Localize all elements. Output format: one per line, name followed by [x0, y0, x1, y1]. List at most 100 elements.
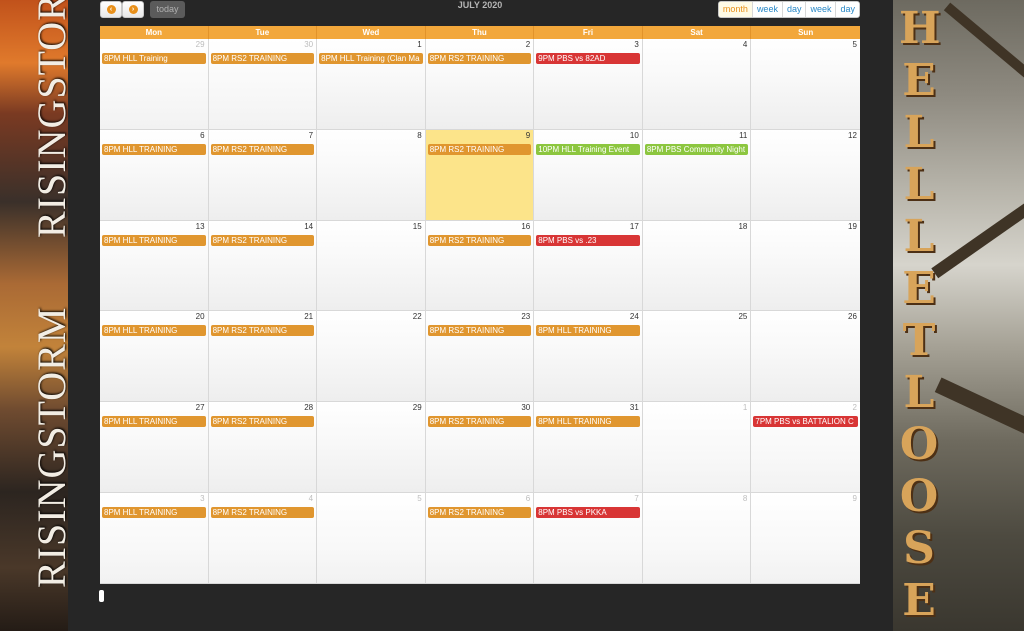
day-number: 2: [525, 40, 531, 49]
day-cell[interactable]: 5: [317, 492, 426, 584]
weekday-thu: Thu: [426, 26, 535, 39]
day-cell[interactable]: 8: [317, 129, 426, 221]
view-month-button[interactable]: month: [718, 2, 752, 17]
day-cell[interactable]: 2 8PM RS2 TRAINING: [425, 39, 535, 130]
day-number: 8: [417, 130, 422, 140]
day-cell[interactable]: 30 8PM RS2 TRAINING: [208, 39, 318, 130]
day-cell[interactable]: 20 8PM HLL TRAINING: [100, 311, 209, 403]
calendar-event[interactable]: 7PM PBS vs BATTALION C: [753, 416, 858, 428]
day-cell[interactable]: 31 8PM HLL TRAINING: [534, 402, 643, 493]
calendar-event[interactable]: 8PM RS2 TRAINING: [210, 325, 315, 337]
calendar-event[interactable]: 8PM PBS vs PKKA: [536, 506, 640, 518]
day-cell[interactable]: 2 7PM PBS vs BATTALION C: [751, 402, 860, 493]
banner-letter: O: [899, 471, 939, 522]
day-cell[interactable]: 7 8PM PBS vs PKKA: [534, 492, 643, 584]
day-number: 7: [634, 493, 639, 503]
day-cell[interactable]: 26: [751, 311, 860, 403]
calendar-event[interactable]: 8PM RS2 TRAINING: [427, 53, 532, 64]
day-cell[interactable]: 11 8PM PBS Community Night: [642, 129, 752, 221]
prev-month-button[interactable]: ‹: [100, 1, 122, 18]
banner-beam: [934, 377, 1024, 439]
day-cell[interactable]: 10 10PM HLL Training Event: [534, 129, 643, 221]
day-cell[interactable]: 8: [642, 492, 752, 584]
calendar-event[interactable]: 8PM RS2 TRAINING: [427, 234, 532, 246]
day-cell[interactable]: 16 8PM RS2 TRAINING: [425, 220, 535, 312]
view-week-button[interactable]: week: [751, 2, 782, 17]
day-cell[interactable]: 27 8PM HLL TRAINING: [100, 402, 209, 493]
weekday-tue: Tue: [209, 26, 318, 39]
calendar-event[interactable]: 8PM RS2 TRAINING: [210, 416, 315, 428]
calendar-event[interactable]: 8PM PBS Community Night: [644, 143, 749, 155]
view-day-button[interactable]: day: [835, 2, 859, 17]
calendar-event[interactable]: 8PM HLL TRAINING: [536, 325, 640, 337]
day-cell[interactable]: 4: [642, 39, 752, 130]
day-cell[interactable]: 1 8PM HLL Training (Clan Ma: [317, 39, 426, 130]
calendar-event[interactable]: 8PM RS2 TRAINING: [427, 506, 532, 518]
banner-letter: O: [899, 419, 939, 470]
day-cell[interactable]: 15: [317, 220, 426, 312]
view-switcher: month week day week day: [717, 1, 860, 18]
view-day-button[interactable]: day: [781, 2, 806, 17]
calendar-event[interactable]: 8PM HLL Training (Clan Ma: [319, 53, 423, 64]
calendar-event[interactable]: 8PM HLL TRAINING: [536, 416, 640, 428]
day-cell[interactable]: 23 8PM RS2 TRAINING: [425, 311, 535, 403]
day-cell[interactable]: 6 8PM RS2 TRAINING: [425, 492, 535, 584]
day-cell[interactable]: 4 8PM RS2 TRAINING: [208, 492, 318, 584]
day-number: 26: [848, 312, 857, 322]
day-cell[interactable]: 6 8PM HLL TRAINING: [100, 129, 209, 221]
day-number: 25: [738, 312, 748, 322]
day-cell[interactable]: 5: [751, 39, 860, 130]
day-cell[interactable]: 12: [751, 129, 860, 221]
next-month-button[interactable]: ›: [122, 1, 144, 18]
day-cell[interactable]: 3 9PM PBS vs 82AD: [534, 39, 643, 130]
day-cell[interactable]: 22: [317, 311, 426, 403]
day-cell[interactable]: 24 8PM HLL TRAINING: [534, 311, 643, 403]
day-number: 3: [200, 493, 205, 503]
day-cell[interactable]: 9: [751, 492, 860, 584]
calendar-event[interactable]: 8PM RS2 TRAINING: [210, 53, 315, 64]
day-cell[interactable]: 30 8PM RS2 TRAINING: [425, 402, 535, 493]
calendar-event[interactable]: 8PM RS2 TRAINING: [210, 506, 315, 518]
day-cell[interactable]: 19: [751, 220, 860, 312]
calendar-event[interactable]: 8PM HLL TRAINING: [102, 234, 206, 246]
week-row: 20 8PM HLL TRAINING 21 8PM RS2 TRAINING 22 23…: [100, 311, 860, 403]
day-cell-today[interactable]: 9 8PM RS2 TRAINING: [425, 129, 535, 221]
day-cell[interactable]: 29 8PM HLL Training: [100, 39, 209, 130]
calendar-event[interactable]: 8PM HLL TRAINING: [102, 416, 206, 428]
day-cell[interactable]: 28 8PM RS2 TRAINING: [208, 402, 318, 493]
day-cell[interactable]: 3 8PM HLL TRAINING: [100, 492, 209, 584]
today-button[interactable]: today: [150, 1, 185, 18]
banner-letter: L: [903, 367, 935, 418]
calendar-event[interactable]: 8PM RS2 TRAINING: [427, 325, 532, 337]
day-number: 6: [525, 493, 531, 503]
day-cell[interactable]: 1: [642, 402, 752, 493]
banner-letter: L: [903, 107, 935, 158]
day-cell[interactable]: 17 8PM PBS vs .23: [534, 220, 643, 312]
day-cell[interactable]: 29: [317, 402, 426, 493]
day-number: 27: [195, 403, 205, 413]
view-week-button[interactable]: week: [805, 2, 836, 17]
day-number: 15: [412, 221, 422, 231]
calendar-event[interactable]: 8PM RS2 TRAINING: [427, 143, 532, 155]
day-cell[interactable]: 25: [642, 311, 752, 403]
week-row: 29 8PM HLL Training 30 8PM RS2 TRAINING 1 8PM…: [100, 39, 860, 130]
day-number: 10: [629, 130, 639, 140]
calendar-event[interactable]: 10PM HLL Training Event: [536, 143, 640, 155]
banner-letter: T: [902, 315, 936, 366]
day-cell[interactable]: 13 8PM HLL TRAINING: [100, 220, 209, 312]
day-cell[interactable]: 14 8PM RS2 TRAINING: [208, 220, 318, 312]
calendar-event[interactable]: 9PM PBS vs 82AD: [536, 53, 640, 64]
scrollbar-handle[interactable]: [99, 590, 104, 602]
day-cell[interactable]: 21 8PM RS2 TRAINING: [208, 311, 318, 403]
calendar-event[interactable]: 8PM RS2 TRAINING: [210, 234, 315, 246]
calendar-event[interactable]: 8PM RS2 TRAINING: [427, 416, 532, 428]
calendar-event[interactable]: 8PM HLL TRAINING: [102, 325, 206, 337]
day-cell[interactable]: 7 8PM RS2 TRAINING: [208, 129, 318, 221]
calendar-event[interactable]: 8PM HLL Training: [102, 53, 206, 64]
day-cell[interactable]: 18: [642, 220, 752, 312]
calendar-event[interactable]: 8PM HLL TRAINING: [102, 143, 206, 155]
calendar-event[interactable]: 8PM PBS vs .23: [536, 234, 640, 246]
calendar-event[interactable]: 8PM RS2 TRAINING: [210, 143, 315, 155]
day-number: 24: [629, 312, 639, 322]
calendar-event[interactable]: 8PM HLL TRAINING: [102, 506, 206, 518]
